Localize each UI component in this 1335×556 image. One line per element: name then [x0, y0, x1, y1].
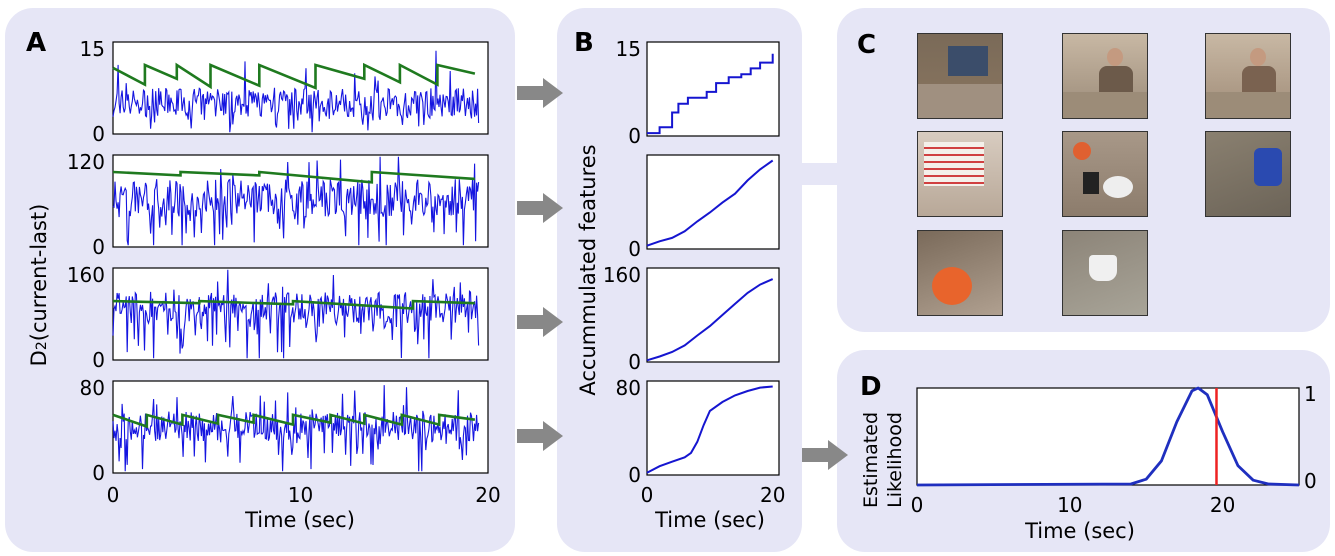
y-tick-min: 0 [92, 235, 105, 259]
shelf-papers-photo [917, 131, 1003, 217]
y-tick-min: 0 [92, 348, 105, 372]
panel-a-xlabel: Time (sec) [244, 508, 355, 532]
b-c-connector [800, 163, 840, 185]
blurred-chair-photo [1205, 131, 1291, 217]
threshold-line [112, 62, 476, 90]
x-tick-label: 20 [760, 483, 785, 507]
y-tick-max: 120 [67, 150, 105, 174]
panel-d-chart: 0 10 20 Estimated Likelihood Time (sec) 1 … [860, 382, 1317, 543]
y-tick-min: 0 [628, 350, 641, 374]
panel-b-subplot-2: 0 [628, 154, 780, 261]
arrow-a3-b3 [517, 307, 563, 337]
signal-line [112, 156, 480, 246]
panel-a-subplot-1: 15 0 [80, 37, 489, 146]
x-tick-label: 10 [1057, 493, 1082, 517]
threshold-line [112, 413, 476, 429]
panel-label-b: B [574, 28, 594, 58]
panel-label-c: C [857, 30, 877, 60]
y-tick-max: 80 [80, 376, 105, 400]
arrow-a2-b2 [517, 193, 563, 223]
panel-label-a: A [26, 28, 47, 58]
cumulative-line [646, 385, 773, 474]
panel-b-xlabel: Time (sec) [654, 508, 765, 532]
panel-d-right-bottom: 0 [1304, 469, 1317, 493]
panel-b-subplot-1: 15 0 [616, 37, 780, 148]
signal-line [112, 269, 480, 359]
arrow-a1-b1 [517, 78, 563, 108]
y-tick-max: 80 [616, 376, 641, 400]
panel-label-d: D [860, 372, 882, 402]
person-at-desk-photo [1062, 33, 1148, 119]
panel-a-subplot-2: 120 0 [67, 150, 489, 259]
x-tick-label: 20 [475, 483, 500, 507]
panel-d-ylabel-line1: Estimated [860, 412, 882, 508]
person-reaching-photo [1205, 33, 1291, 119]
panel-d-ylabel-line2: Likelihood [884, 412, 906, 508]
arrow-a4-b4 [517, 421, 563, 451]
y-tick-min: 0 [92, 461, 105, 485]
y-tick-max: 15 [80, 37, 105, 61]
plot-frame [646, 41, 780, 137]
plot-frame [112, 41, 489, 135]
panel-a-subplot-4: 80 0 [80, 376, 489, 485]
y-tick-max: 160 [603, 263, 641, 287]
cumulative-line [646, 278, 774, 362]
signal-line [112, 50, 480, 133]
threshold-line [112, 170, 475, 184]
x-tick-label: 0 [641, 483, 654, 507]
y-tick-max: 160 [67, 263, 105, 287]
y-tick-max: 15 [616, 37, 641, 61]
plot-frame [646, 154, 780, 250]
y-tick-min: 0 [628, 237, 641, 261]
threshold-line [112, 299, 475, 310]
x-tick-label: 20 [1210, 493, 1235, 517]
x-tick-label: 10 [288, 483, 313, 507]
x-tick-label: 0 [107, 483, 120, 507]
plot-frame [646, 267, 780, 363]
cumulative-line [647, 53, 774, 135]
white-cup-photo [1062, 230, 1148, 316]
plot-frame [646, 380, 780, 476]
orange-ball-photo [917, 230, 1003, 316]
y-tick-min: 0 [628, 463, 641, 487]
y-tick-min: 0 [628, 124, 641, 148]
office-desk-photo [917, 33, 1003, 119]
x-tick-label: 0 [911, 493, 924, 517]
likelihood-curve [916, 386, 1300, 487]
panel-d-xlabel: Time (sec) [1024, 519, 1135, 543]
panel-a-ylabel: D2(current-last) [27, 204, 51, 367]
y-tick-min: 0 [92, 122, 105, 146]
arrow-b-d [802, 440, 848, 470]
panel-b-subplot-4: 80 0 [616, 376, 780, 487]
panel-d-right-top: 1 [1304, 382, 1317, 406]
panel-b-ylabel: Accummulated features [576, 144, 600, 395]
cumulative-line [646, 159, 774, 247]
desk-objects-photo [1062, 131, 1148, 217]
